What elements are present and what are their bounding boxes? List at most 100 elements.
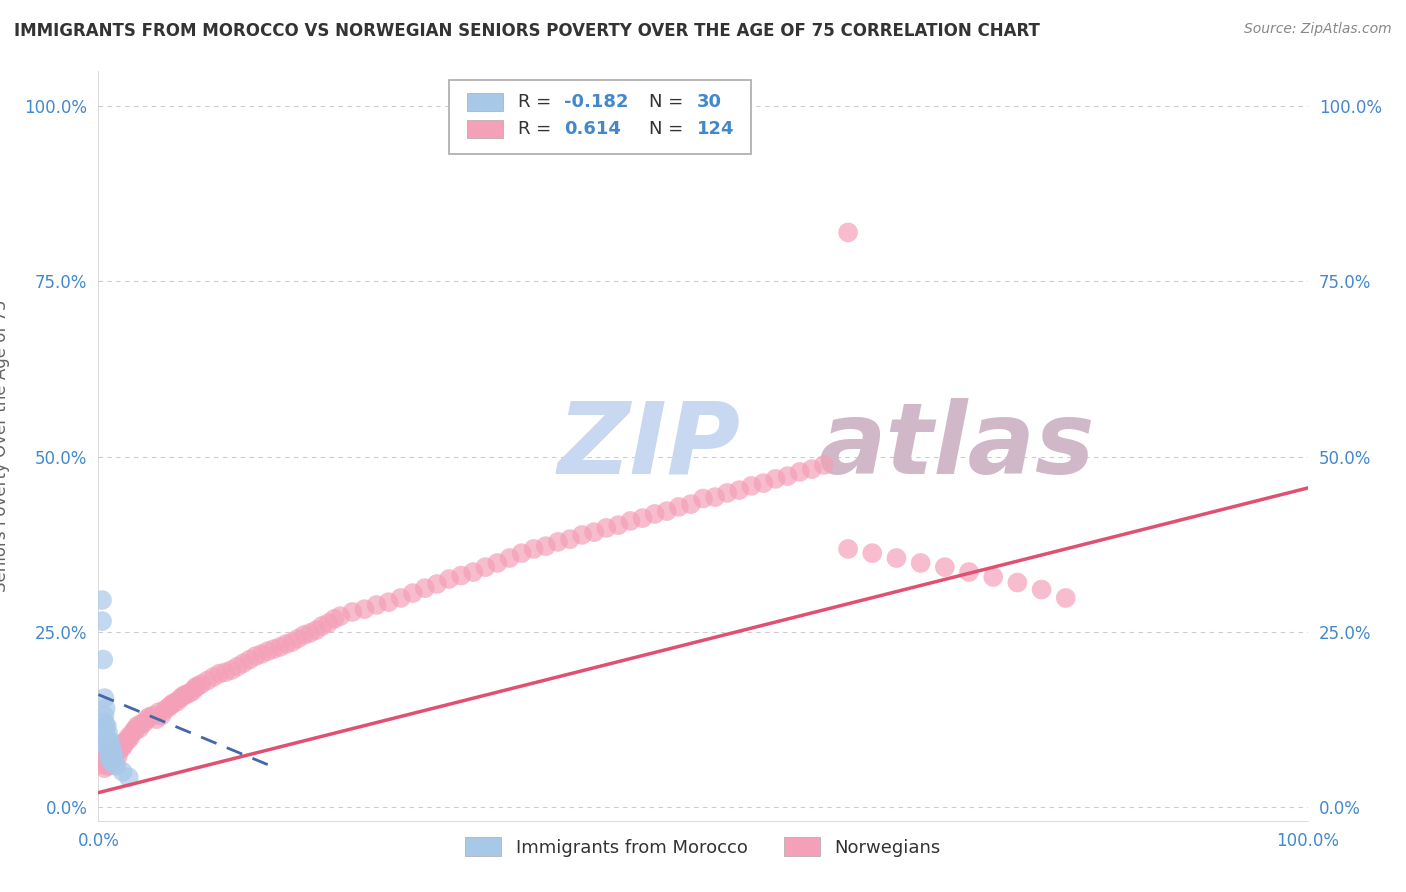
Point <box>269 640 291 654</box>
Point <box>100 742 122 756</box>
Point <box>142 708 165 723</box>
Point <box>752 476 775 491</box>
Point <box>607 518 630 533</box>
Point <box>776 469 799 483</box>
Point <box>118 731 141 745</box>
Point <box>104 757 127 772</box>
Text: N =: N = <box>648 120 689 138</box>
Point <box>93 761 115 775</box>
Point <box>169 691 191 706</box>
Point <box>1007 575 1029 590</box>
Point <box>740 479 762 493</box>
Point <box>96 733 118 747</box>
Point <box>94 701 117 715</box>
Point <box>105 759 128 773</box>
Point <box>100 757 122 772</box>
Point <box>692 491 714 506</box>
Point <box>239 652 262 666</box>
Point <box>789 465 811 479</box>
Point <box>631 511 654 525</box>
Point <box>1031 582 1053 597</box>
Point <box>202 670 225 684</box>
Point <box>813 458 835 472</box>
Point <box>96 719 118 733</box>
Point <box>100 754 122 768</box>
Point <box>91 754 114 768</box>
Point <box>534 539 557 553</box>
Point <box>150 708 173 723</box>
Point <box>342 605 364 619</box>
Point <box>366 598 388 612</box>
Point <box>160 698 183 712</box>
Point <box>181 684 204 698</box>
Point <box>886 551 908 566</box>
Point <box>111 740 134 755</box>
Point <box>98 733 121 747</box>
Point <box>256 644 278 658</box>
Point <box>172 689 194 703</box>
Point <box>108 737 131 751</box>
Point <box>195 673 218 688</box>
Point <box>153 703 176 717</box>
Point <box>910 556 932 570</box>
Point <box>145 712 167 726</box>
Point <box>103 750 125 764</box>
Point <box>100 749 122 764</box>
Point <box>450 568 472 582</box>
Point <box>305 623 328 637</box>
Point <box>94 719 117 733</box>
Point <box>108 743 131 757</box>
Point <box>111 764 134 779</box>
Point <box>93 708 115 723</box>
Point <box>510 546 533 560</box>
Text: 124: 124 <box>697 120 734 138</box>
Point <box>91 593 114 607</box>
Point <box>426 577 449 591</box>
Point <box>287 632 309 646</box>
Point <box>263 642 285 657</box>
Legend: Immigrants from Morocco, Norwegians: Immigrants from Morocco, Norwegians <box>458 830 948 864</box>
Point <box>377 595 399 609</box>
Point <box>934 560 956 574</box>
Point <box>292 628 315 642</box>
Point <box>668 500 690 514</box>
Point <box>765 472 787 486</box>
Point <box>128 721 150 735</box>
Point <box>523 541 546 556</box>
Point <box>112 738 135 752</box>
Point <box>91 614 114 628</box>
Point <box>101 743 124 757</box>
Point <box>184 681 207 695</box>
Point <box>100 737 122 751</box>
Point <box>157 700 180 714</box>
Point <box>101 747 124 761</box>
Point <box>1054 591 1077 605</box>
Point <box>101 747 124 761</box>
Point <box>316 616 339 631</box>
Point <box>96 740 118 755</box>
Point <box>135 712 157 726</box>
Point <box>402 586 425 600</box>
Point <box>124 723 146 737</box>
Point <box>103 752 125 766</box>
Point <box>323 612 346 626</box>
Point <box>127 719 149 733</box>
Text: R =: R = <box>517 93 557 112</box>
Point <box>716 486 738 500</box>
Point <box>221 663 243 677</box>
Text: Source: ZipAtlas.com: Source: ZipAtlas.com <box>1244 22 1392 37</box>
Text: 0.614: 0.614 <box>564 120 621 138</box>
Point <box>860 546 883 560</box>
Point <box>463 565 485 579</box>
Point <box>100 750 122 764</box>
Point <box>486 556 509 570</box>
Point <box>311 619 333 633</box>
Point <box>389 591 412 605</box>
Point <box>679 497 702 511</box>
Point <box>837 226 859 240</box>
Point <box>162 696 184 710</box>
Point <box>91 757 114 772</box>
Point <box>117 733 139 747</box>
Point <box>281 635 304 649</box>
Point <box>134 715 156 730</box>
